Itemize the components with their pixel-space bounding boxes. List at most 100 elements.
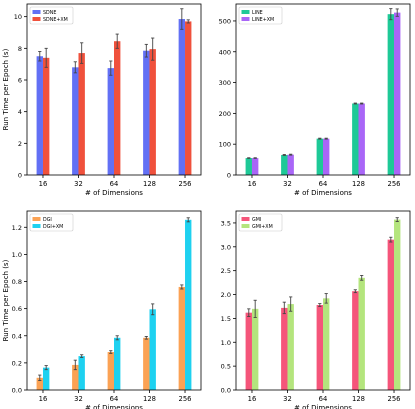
bar-line-xm-16 [251, 158, 259, 175]
x-tick-label: 16 [39, 180, 48, 188]
error-bar [38, 51, 42, 62]
x-tick-label: 32 [74, 180, 83, 188]
chart-panel-1: 0 2 4 6 8 10 16 32 64 128 256 # of Dimensions Run Ti… [2, 3, 202, 197]
error-bar [353, 289, 357, 294]
error-bar [144, 43, 148, 58]
error-bar [80, 354, 84, 358]
error-bar [395, 8, 399, 17]
legend-swatch [32, 217, 41, 221]
error-bar [151, 303, 155, 316]
error-bar [73, 61, 77, 74]
error-bar [115, 335, 119, 341]
bar-dgi-128 [143, 337, 150, 390]
error-bar [360, 102, 364, 105]
error-bar [360, 274, 364, 281]
bar-line-xm-64 [323, 138, 330, 175]
error-bar [318, 137, 322, 140]
error-bar [180, 284, 184, 290]
bar-gmi-xm-64 [323, 298, 330, 390]
bar-line-xm-32 [287, 154, 294, 175]
error-bar [115, 33, 119, 49]
error-bar [324, 293, 328, 304]
chart-panel-2: 0 100 200 300 400 500 16 32 64 128 256 # of Dimensi… [219, 3, 411, 197]
bar-gmi-128 [352, 291, 359, 390]
error-bar [38, 374, 42, 381]
error-bar [109, 350, 113, 354]
error-bar [186, 19, 190, 24]
y-tick-label: 1.5 [221, 315, 231, 323]
bar-sdne-xm-128 [149, 49, 156, 175]
y-tick-label: 0.8 [12, 278, 22, 286]
bar-dgi-64 [107, 352, 114, 390]
y-tick-label: 8 [18, 45, 22, 53]
bar-sdne-xm-256 [185, 21, 192, 176]
x-tick-label: 16 [248, 180, 257, 188]
y-tick-label: 3.5 [221, 219, 231, 227]
legend-swatch [32, 10, 41, 14]
bar-sdne-xm-16 [42, 57, 50, 175]
y-tick-label: 0 [18, 172, 22, 180]
x-tick-label: 64 [319, 180, 328, 188]
y-tick-label: 0.0 [221, 387, 231, 395]
x-axis-label: # of Dimensions [294, 189, 352, 197]
error-bar [80, 42, 84, 64]
error-bar [289, 296, 293, 312]
x-tick-label: 16 [248, 395, 257, 403]
y-tick-label: 1.0 [221, 339, 231, 347]
y-tick-label: 0.2 [12, 359, 22, 367]
bar-line-16 [245, 158, 252, 175]
y-tick-label: 0.0 [12, 387, 22, 395]
x-tick-label: 64 [110, 180, 119, 188]
x-tick-label: 128 [143, 180, 156, 188]
legend-box [29, 213, 74, 232]
error-bar [247, 308, 251, 317]
legend-label: GMI [252, 217, 261, 223]
error-bar [282, 301, 286, 315]
bar-sdne-64 [107, 68, 114, 176]
error-bar [73, 359, 77, 371]
x-tick-label: 256 [388, 395, 401, 403]
y-tick-label: 100 [219, 141, 231, 149]
legend-label: DGI [43, 217, 52, 223]
x-tick-label: 128 [352, 395, 365, 403]
bar-gmi-256 [387, 239, 395, 390]
bar-dgi-xm-128 [149, 309, 156, 390]
x-tick-label: 256 [179, 395, 192, 403]
y-axis-label: Run Time per Epoch (s) [2, 48, 10, 130]
error-bar [180, 8, 184, 30]
y-tick-label: 0 [227, 172, 231, 180]
x-tick-label: 16 [39, 395, 48, 403]
bar-sdne-256 [178, 19, 186, 175]
legend-label: SDNE+XM [43, 17, 68, 23]
y-tick-label: 300 [219, 79, 231, 87]
chart-panel-3: 0.0 0.2 0.4 0.6 0.8 1.0 1.2 16 32 64 128 256 # of Di… [2, 210, 202, 409]
y-tick-label: 3.0 [221, 243, 231, 251]
legend-box [238, 213, 283, 232]
bar-dgi-16 [36, 377, 43, 390]
error-bar [253, 157, 257, 159]
bar-line-32 [281, 154, 288, 175]
bar-line-256 [387, 14, 395, 176]
bar-gmi-16 [245, 312, 252, 390]
y-tick-label: 500 [219, 17, 231, 25]
y-tick-label: 10 [14, 13, 22, 21]
bar-sdne-xm-64 [114, 41, 121, 176]
bar-gmi-32 [281, 307, 288, 390]
error-bar [324, 137, 328, 140]
error-bar [253, 299, 257, 318]
legend-label: DGI+XM [43, 224, 63, 230]
x-axis-label: # of Dimensions [85, 404, 143, 409]
error-bar [44, 47, 48, 68]
bar-dgi-xm-32 [78, 356, 85, 390]
y-tick-label: 0.5 [221, 363, 231, 371]
y-tick-label: 400 [219, 48, 231, 56]
x-axis-label: # of Dimensions [85, 189, 143, 197]
bar-dgi-32 [72, 364, 79, 390]
error-bar [44, 365, 48, 371]
error-bar [282, 154, 286, 156]
y-tick-label: 0.6 [12, 305, 22, 313]
bar-gmi-64 [316, 305, 323, 390]
